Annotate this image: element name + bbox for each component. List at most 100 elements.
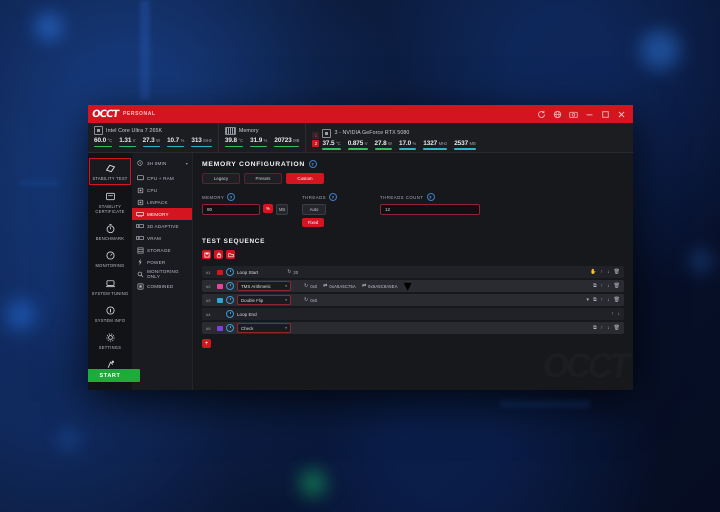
help-icon[interactable]: ? [309, 160, 317, 168]
gpu-vram-unit: MB [469, 140, 476, 146]
sidebar-item-benchmark[interactable]: Benchmark [90, 219, 130, 244]
move-up-icon-5[interactable]: ↑ [600, 325, 604, 331]
chevron-down-icon-2[interactable]: ▾ [285, 284, 287, 288]
menu-item-monitoring-only[interactable]: MONITORING ONLY [132, 268, 192, 280]
copy-icon-3[interactable]: ⧉ [593, 297, 597, 303]
gpu-selector[interactable]: 1 2 [312, 131, 320, 147]
globe-icon[interactable] [553, 110, 562, 119]
menu-item-memory[interactable]: MEMORY [132, 208, 192, 220]
move-up-icon-1[interactable]: ↑ [600, 269, 604, 275]
move-down-icon-5[interactable]: ↓ [607, 325, 610, 331]
sidebar-item-system-info[interactable]: System Info [90, 301, 130, 326]
delete-icon-1[interactable]: 🗑 [613, 269, 620, 275]
save-sequence-icon[interactable] [202, 250, 211, 259]
sidebar-label-system-info: System Info [94, 317, 126, 323]
memory-input[interactable]: 80 [202, 204, 260, 215]
tab-legacy[interactable]: Legacy [202, 173, 240, 184]
row-hex-b-2[interactable]: ⇄ 0x5A5C8A5EA [362, 283, 398, 289]
copy-icon-2[interactable]: ⧉ [593, 283, 597, 289]
chevron-down-extra-icon-3[interactable]: ▾ [586, 297, 590, 303]
move-down-icon-2[interactable]: ↓ [607, 283, 610, 289]
threads-auto-button[interactable]: Auto [302, 204, 326, 215]
start-button[interactable]: START [88, 369, 140, 382]
chevron-down-icon[interactable]: ▾ [185, 160, 188, 166]
sidebar-label-settings: Settings [98, 344, 122, 350]
row-hex-a-value-2: 0xA5A5C75A [329, 283, 356, 289]
move-down-icon-1[interactable]: ↓ [607, 269, 610, 275]
bokeh-streak [20, 180, 60, 186]
minimize-icon[interactable] [585, 110, 594, 119]
duration-selector[interactable]: 3h 0min ▾ [132, 157, 192, 169]
gpu-badge-2[interactable]: 2 [312, 139, 320, 147]
move-down-icon-3[interactable]: ↓ [607, 297, 610, 303]
tab-custom[interactable]: Custom [286, 173, 324, 184]
threads-count-input[interactable]: 12 [380, 204, 480, 215]
sequence-row-2[interactable]: #2 TMS Arithmetic ▾ ↻ 0x0 ⇄ [202, 278, 624, 295]
threads-count-help-icon[interactable]: ? [426, 193, 435, 201]
gpu-load-unit: % [412, 140, 417, 146]
menu-item-cpu-ram[interactable]: CPU + RAM [132, 172, 192, 184]
support-icon [105, 359, 116, 370]
threads-fixed-button[interactable]: Fixed [302, 218, 324, 227]
chevron-down-icon-3[interactable]: ▾ [285, 298, 287, 302]
sidebar-item-settings[interactable]: Settings [90, 328, 130, 353]
menu-item-storage[interactable]: STORAGE [132, 244, 192, 256]
gpu-badge-1[interactable]: 1 [312, 131, 320, 139]
move-up-icon-3[interactable]: ↑ [600, 297, 604, 303]
row-actions-1: ✋ ↑ ↓ 🗑 [590, 269, 620, 275]
close-icon[interactable] [617, 110, 626, 119]
maximize-icon[interactable] [601, 110, 610, 119]
menu-item-linpack[interactable]: LINPACK [132, 196, 192, 208]
move-up-icon-2[interactable]: ↑ [600, 283, 604, 289]
refresh-icon[interactable] [537, 110, 546, 119]
window-titlebar[interactable]: OCCT PERSONAL [88, 105, 633, 123]
chevron-down-hex-icon-2[interactable]: ▾ [403, 278, 412, 295]
gpu-icon [136, 223, 144, 229]
sequence-row-1[interactable]: #1 Loop Start ↻ 20 ✋ ↑ ↓ 🗑 [202, 266, 624, 278]
row-number-1: #1 [206, 269, 211, 275]
row-loop-3: ↻ 0x0 [304, 297, 317, 303]
memory-unit-percent[interactable]: % [263, 204, 273, 213]
cpu-clock-value: 313 [191, 137, 202, 144]
memory-help-icon[interactable]: ? [227, 193, 236, 201]
chevron-down-icon-5[interactable]: ▾ [285, 326, 287, 330]
sidebar-label-monitoring: Monitoring [95, 263, 125, 269]
row-hex-a-2[interactable]: ⇄ 0xA5A5C75A [323, 283, 356, 289]
menu-item-combined[interactable]: COMBINED [132, 280, 192, 292]
sequence-row-5[interactable]: #5 Check ▾ ⧉ ↑ ↓ 🗑 [202, 322, 624, 334]
delete-icon-2[interactable]: 🗑 [613, 283, 620, 289]
move-down-icon-4[interactable]: ↓ [617, 311, 621, 317]
sidebar-item-monitoring[interactable]: Monitoring [90, 246, 130, 271]
cpu-temp: 60.0 °C [94, 137, 113, 147]
threads-help-icon[interactable]: ? [329, 193, 338, 201]
memory-unit-mb[interactable]: MB [276, 204, 288, 215]
move-up-icon-4[interactable]: ↑ [611, 311, 614, 317]
copy-icon-5[interactable]: ⧉ [593, 325, 597, 331]
config-mode-tabs: Legacy Presets Custom [202, 173, 624, 184]
menu-item-3d-adaptive[interactable]: 3D ADAPTIVE [132, 220, 192, 232]
row-test-select-5[interactable]: Check ▾ [237, 323, 291, 333]
menu-item-cpu[interactable]: CPU [132, 184, 192, 196]
lock-sequence-icon[interactable] [214, 250, 223, 259]
camera-icon[interactable] [569, 110, 578, 119]
row-test-select-3[interactable]: Double Flip ▾ [237, 295, 291, 305]
sidebar-item-system-tuning[interactable]: System Tuning [90, 274, 130, 299]
menu-item-power[interactable]: POWER [132, 256, 192, 268]
gpu-temp-value: 37.5 [322, 139, 335, 147]
clock-icon [136, 160, 144, 166]
hand-icon-1[interactable]: ✋ [590, 269, 597, 275]
menu-label-monitoring-only: MONITORING ONLY [147, 269, 179, 279]
gpu-stat-group: 1 2 3 - NVIDIA GeForce RTX 5080 37.5 °C 0… [306, 123, 481, 152]
open-sequence-icon[interactable] [226, 250, 235, 259]
sequence-row-3[interactable]: #3 Double Flip ▾ ↻ 0x0 ▾ [202, 294, 624, 306]
delete-icon-5[interactable]: 🗑 [613, 325, 620, 331]
sidebar-item-stability-test[interactable]: Stability Test [89, 158, 131, 186]
row-test-select-2[interactable]: TMS Arithmetic ▾ [237, 281, 291, 291]
sidebar-item-stability-certificate[interactable]: Stability Certificate [90, 187, 130, 217]
sequence-row-4[interactable]: #4 Loop End ↑ ↓ [202, 308, 624, 320]
menu-item-vram[interactable]: VRAM [132, 232, 192, 244]
add-sequence-row-button[interactable]: + [202, 339, 211, 348]
cpu-clock-bar [191, 145, 212, 147]
tab-presets[interactable]: Presets [244, 173, 282, 184]
delete-icon-3[interactable]: 🗑 [613, 297, 620, 303]
